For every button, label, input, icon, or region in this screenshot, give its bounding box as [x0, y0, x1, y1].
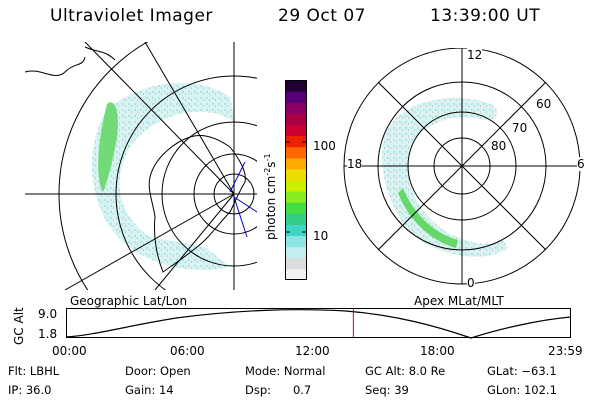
aurora-oval	[382, 97, 508, 257]
colorbar-segment	[285, 91, 307, 103]
mlat-label-80: 80	[491, 139, 507, 153]
colorbar-segment	[285, 213, 307, 225]
x-tick-0000: 00:00	[52, 344, 87, 358]
app-title: Ultraviolet Imager	[50, 6, 213, 26]
dsp-status: Dsp: 0.7	[245, 383, 312, 397]
coastline	[148, 134, 246, 273]
glon-status: GLon: 102.1	[487, 383, 557, 397]
altitude-strip-plot	[66, 308, 572, 339]
gain-status: Gain: 14	[125, 383, 174, 397]
colorbar-segment	[285, 257, 307, 270]
aurora-region	[92, 82, 236, 271]
colorbar-segment	[285, 191, 307, 203]
mlat-mlt-plot	[343, 48, 581, 285]
aurora-oval-bright	[398, 188, 458, 248]
glat-status: GLat: −63.1	[487, 364, 557, 378]
altitude-tick-bottom: 1.8	[38, 327, 58, 341]
colorbar-segment	[285, 268, 307, 280]
seq-status: Seq: 39	[365, 383, 409, 397]
gc-alt-status: GC Alt: 8.0 Re	[365, 364, 446, 378]
colorbar-segment	[285, 235, 307, 248]
apex-panel-label: Apex MLat/MLT	[414, 294, 504, 308]
colorbar-segment	[285, 168, 307, 181]
colorbar-tick-10: 10	[313, 229, 329, 243]
colorbar-segment	[285, 180, 307, 192]
colorbar-segment	[285, 157, 307, 170]
colorbar-segment	[285, 80, 307, 92]
x-tick-1200: 12:00	[295, 344, 330, 358]
altitude-curve	[66, 309, 572, 339]
colorbar-tick-100: 100	[313, 139, 336, 153]
colorbar-segment	[285, 102, 307, 114]
mlat-label-70: 70	[512, 121, 528, 135]
colorbar-segment	[285, 135, 307, 148]
colorbar-segment	[285, 124, 307, 137]
geo-panel-label: Geographic Lat/Lon	[70, 294, 188, 308]
mlt-label-18: 18	[347, 157, 363, 171]
geographic-map	[25, 42, 257, 290]
colorbar-segment	[285, 113, 307, 125]
mlt-label-12: 12	[467, 48, 483, 62]
x-tick-0600: 06:00	[170, 344, 205, 358]
colorbar-segment	[285, 224, 307, 237]
time-label: 13:39:00 UT	[430, 6, 541, 26]
mlt-label-6: 6	[577, 157, 585, 171]
colorbar-segment	[285, 246, 307, 259]
mlt-label-0: 0	[467, 276, 475, 290]
mlat-label-60: 60	[536, 97, 552, 111]
colorbar	[285, 80, 307, 280]
colorbar-segment	[285, 146, 307, 159]
x-tick-1800: 18:00	[420, 344, 455, 358]
flt-status: Flt: LBHL	[8, 364, 60, 378]
date-label: 29 Oct 07	[278, 6, 366, 26]
door-status: Door: Open	[125, 364, 191, 378]
colorbar-unit-label: photon cm-2s-1	[263, 153, 278, 240]
altitude-tick-top: 9.0	[38, 307, 58, 321]
mode-status: Mode: Normal	[245, 364, 326, 378]
x-tick-2359: 23:59	[548, 344, 583, 358]
altitude-axis-label: GC Alt	[12, 307, 26, 345]
aurora-bright-band	[98, 102, 118, 192]
colorbar-segment	[285, 202, 307, 214]
ip-status: IP: 36.0	[8, 383, 52, 397]
